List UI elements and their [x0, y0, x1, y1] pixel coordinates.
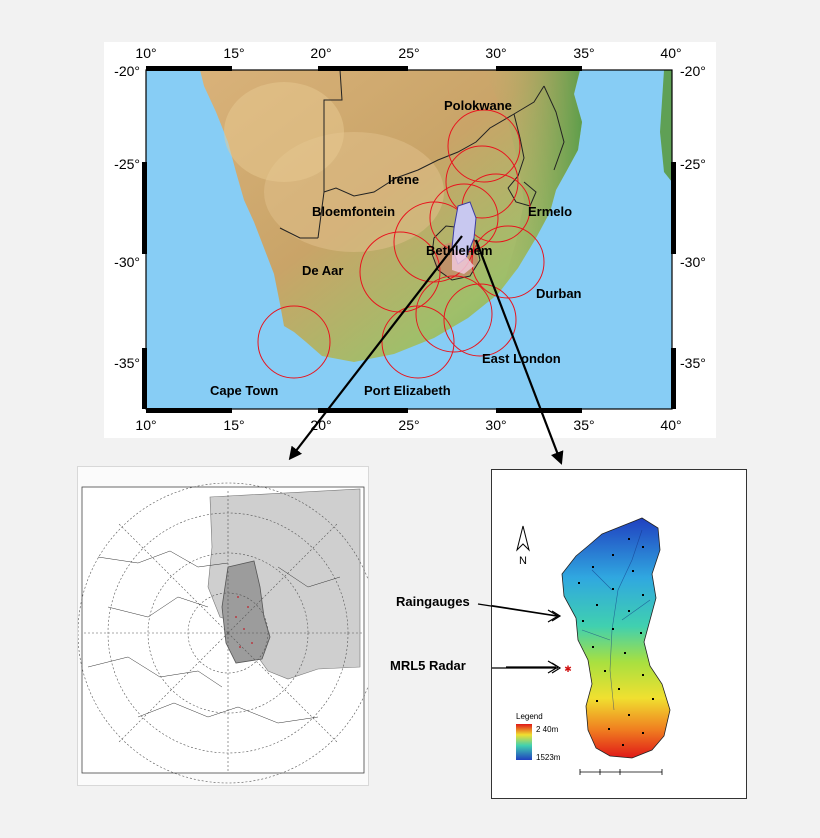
x-tick-label: 40° — [660, 417, 681, 433]
mrl5-radar-marker-icon: ✱ — [564, 664, 572, 674]
y-tick-label: -30° — [114, 254, 140, 270]
city-label-port-elizabeth: Port Elizabeth — [364, 383, 451, 398]
callout-radar-label: MRL5 Radar — [390, 658, 466, 673]
province-shaded-light — [207, 488, 361, 680]
raingauge-markers — [578, 538, 654, 746]
y-tick-labels-left: -20° -25° -30° -35° — [114, 63, 140, 371]
catchment-dem-panel: N ✱ Legend 2 40m 1523m — [481, 469, 747, 799]
city-label-durban: Durban — [536, 286, 582, 301]
city-label-bethlehem: Bethlehem — [426, 243, 492, 258]
y-tick-label: -25° — [680, 156, 706, 172]
x-tick-label: 10° — [135, 417, 156, 433]
city-label-bloemfontein: Bloemfontein — [312, 204, 395, 219]
city-label-ermelo: Ermelo — [528, 204, 572, 219]
main-map-panel: 10° 15° 20° 25° 30° 35° 40° 10° 15° 20° … — [104, 42, 716, 438]
legend-color-ramp — [516, 724, 532, 760]
x-tick-label: 30° — [485, 417, 506, 433]
x-tick-label: 35° — [573, 417, 594, 433]
north-arrow-icon: N — [516, 525, 530, 567]
y-tick-labels-right: -20° -25° -30° -35° — [680, 63, 706, 371]
x-tick-label: 20° — [310, 417, 331, 433]
azimuth-spokes — [84, 489, 362, 771]
x-tick-label: 20° — [310, 45, 331, 61]
eastern-lowveld — [484, 70, 582, 282]
callout-raingauges-label: Raingauges — [396, 594, 470, 609]
city-label-irene: Irene — [388, 172, 419, 187]
catchment-shaded-dark — [221, 560, 271, 664]
y-tick-label: -35° — [114, 355, 140, 371]
city-label-east-london: East London — [482, 351, 561, 366]
x-tick-label: 40° — [660, 45, 681, 61]
scale-bar — [579, 769, 663, 775]
svg-text:✱: ✱ — [564, 664, 572, 674]
radar-circle-polokwane — [447, 109, 521, 183]
x-tick-labels-bottom: 10° 15° 20° 25° 30° 35° 40° — [135, 417, 681, 433]
district-boundaries — [87, 550, 341, 724]
y-tick-label: -35° — [680, 355, 706, 371]
x-tick-labels-top: 10° 15° 20° 25° 30° 35° 40° — [135, 45, 681, 61]
x-tick-label: 15° — [223, 45, 244, 61]
x-tick-label: 25° — [398, 45, 419, 61]
madagascar — [660, 70, 672, 182]
catchment-dem-map: N ✱ Legend 2 40m 1523m — [481, 517, 671, 775]
southern-africa-map: 10° 15° 20° 25° 30° 35° 40° 10° 15° 20° … — [114, 45, 706, 433]
x-tick-label: 25° — [398, 417, 419, 433]
river-network — [581, 529, 651, 711]
x-tick-label: 30° — [485, 45, 506, 61]
legend-title: Legend — [516, 712, 543, 721]
catchment-dem-shape — [561, 517, 671, 759]
callout-arrows — [481, 603, 562, 674]
radar-gauge-dots — [235, 596, 253, 648]
city-label-polokwane: Polokwane — [444, 98, 512, 113]
x-tick-label: 35° — [573, 45, 594, 61]
elevation-legend: Legend 2 40m 1523m — [516, 712, 561, 762]
radar-coverage-panel — [77, 466, 379, 786]
y-tick-label: -20° — [680, 63, 706, 79]
legend-low-value: 1523m — [536, 753, 561, 762]
city-label-de-aar: De Aar — [302, 263, 343, 278]
city-label-cape-town: Cape Town — [210, 383, 278, 398]
y-tick-label: -30° — [680, 254, 706, 270]
kalahari-area — [224, 82, 344, 182]
x-tick-label: 15° — [223, 417, 244, 433]
x-tick-label: 10° — [135, 45, 156, 61]
north-label: N — [519, 555, 527, 567]
radar-grid-map — [77, 482, 379, 784]
y-tick-label: -20° — [114, 63, 140, 79]
y-tick-label: -25° — [114, 156, 140, 172]
legend-high-value: 2 40m — [536, 725, 559, 734]
